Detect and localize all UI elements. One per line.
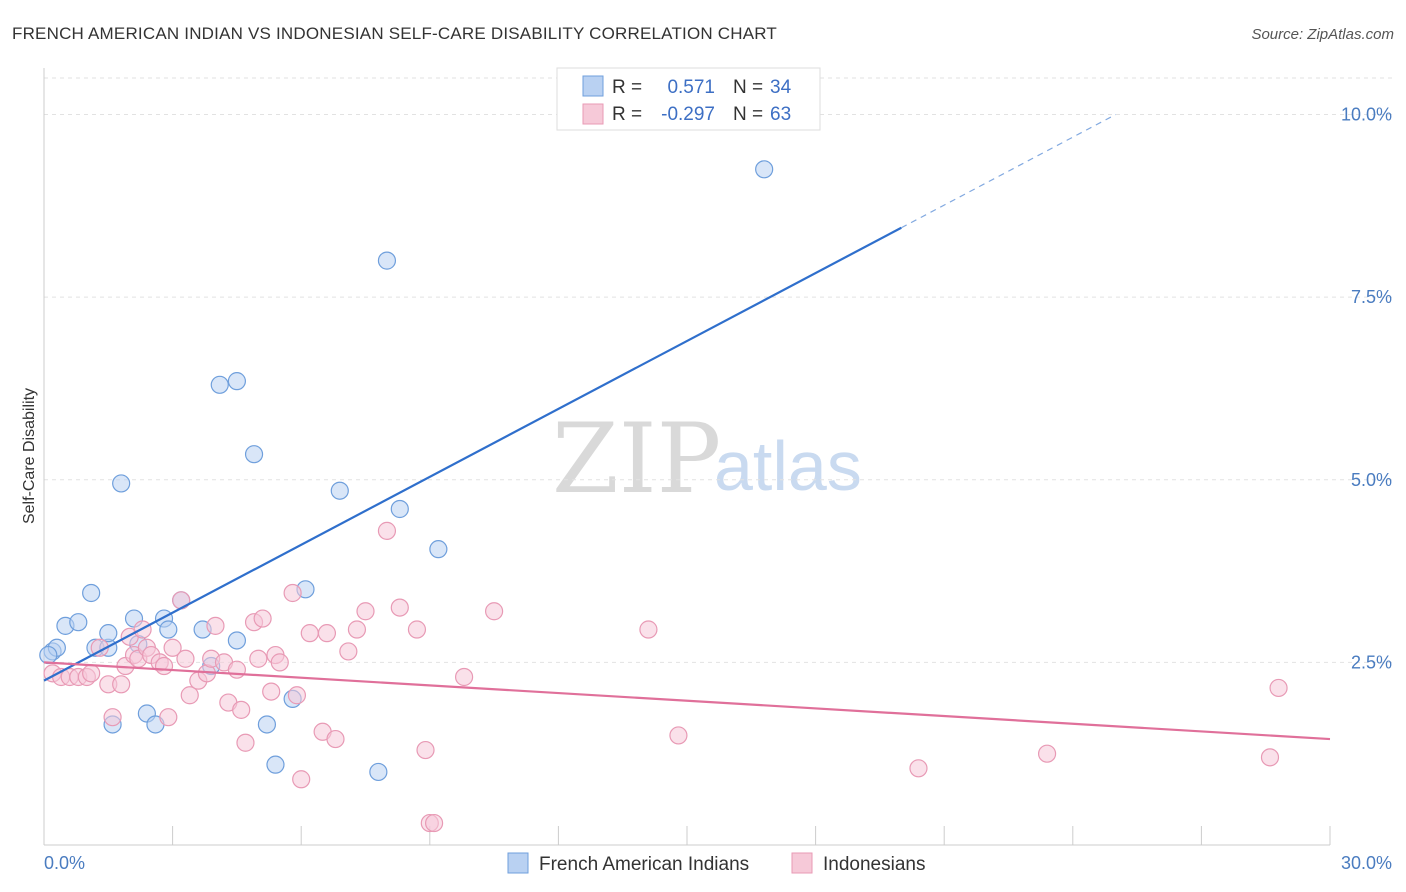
point-1-60 [1037,744,1057,763]
point-0-19 [210,375,229,394]
legend-n-label-1: N = [733,77,763,98]
x-tick-label-max: 30.0% [1341,853,1392,873]
point-1-38 [270,653,289,672]
y-axis-label: Self-Care Disability [21,388,38,524]
legend-n-value-1: 34 [770,77,792,98]
point-1-19 [159,708,178,727]
point-1-44 [317,624,337,643]
legend-r-label-1: R = [612,77,642,98]
point-0-7 [99,624,118,643]
legend-swatch-french-american-indians [582,75,604,97]
x-tick-label-min: 0.0% [44,853,85,873]
point-0-28 [369,762,388,782]
point-1-56 [485,602,504,621]
point-1-62 [1269,678,1288,698]
watermark-zip: ZIP [552,403,721,515]
point-1-8 [103,708,122,727]
legend-n-label-2: N = [733,104,763,125]
point-1-58 [669,726,688,745]
point-1-32 [236,733,255,752]
legend-r-value-2: -0.297 [661,104,715,125]
point-1-9 [112,675,131,694]
point-0-15 [159,620,178,639]
legend-n-value-2: 63 [770,104,791,125]
series-indonesians-points [43,521,1288,833]
point-0-30 [390,499,409,519]
legend-r-label-2: R = [612,104,642,125]
legend-bottom-swatch-french-american-indians [507,852,529,874]
trend-line-1 [43,661,1331,741]
legend-r-value-1: 0.571 [667,77,715,98]
point-1-22 [176,649,195,668]
point-1-55 [454,667,474,687]
point-1-50 [390,598,409,617]
point-0-33 [39,645,58,665]
point-0-23 [257,715,277,734]
point-1-45 [326,729,345,749]
legend-bottom-label-french-american-indians: French American Indians [539,854,749,875]
legend-bottom-label-indonesians: Indonesians [823,854,925,875]
point-0-32 [755,160,774,179]
point-1-23 [180,686,199,705]
point-1-46 [339,642,358,661]
point-0-31 [429,540,448,559]
point-1-48 [356,602,375,621]
legend-series: French American Indians Indonesians [507,852,925,875]
point-1-27 [206,616,225,635]
point-1-35 [253,609,272,628]
chart-source: Source: ZipAtlas.com [1251,26,1394,43]
point-1-42 [300,624,319,643]
y-tick-label-0: 2.5% [1351,652,1392,672]
y-tick-label-2: 7.5% [1351,287,1392,307]
point-1-39 [283,583,302,603]
point-1-49 [377,521,397,540]
point-1-40 [287,686,307,705]
watermark-atlas: atlas [714,427,862,505]
point-1-52 [416,740,435,760]
point-0-29 [377,251,397,270]
legend-swatch-indonesians [582,103,604,125]
point-1-47 [347,620,367,639]
point-1-20 [163,638,182,657]
point-1-57 [639,620,658,639]
point-1-51 [407,620,427,639]
point-0-20 [227,372,246,391]
trend-line-extension-0 [901,113,1116,229]
point-1-30 [227,660,246,679]
point-1-5 [82,664,101,683]
point-0-21 [227,631,246,650]
point-1-18 [154,656,174,676]
point-0-3 [69,613,88,632]
watermark: ZIP atlas [552,403,862,515]
point-1-34 [249,649,268,668]
point-1-36 [262,682,281,701]
point-0-24 [266,755,285,774]
point-1-31 [232,700,251,719]
point-1-41 [292,770,311,789]
point-0-22 [244,445,264,464]
y-tick-label-1: 5.0% [1351,470,1392,490]
x-axis-ticks [43,826,1331,845]
chart-title: FRENCH AMERICAN INDIAN VS INDONESIAN SEL… [12,24,777,43]
point-1-59 [909,759,928,778]
point-0-9 [112,474,131,493]
trend-line-0 [43,226,902,682]
legend-stats: R = 0.571 N = 34 R = -0.297 N = 63 [556,67,821,131]
legend-bottom-swatch-indonesians [791,852,813,874]
point-0-27 [330,481,349,500]
point-1-61 [1260,748,1280,767]
trend-lines [43,113,1331,741]
point-0-4 [82,583,101,603]
y-tick-label-3: 10.0% [1341,105,1392,125]
point-1-54 [424,813,444,833]
y-tick-labels: 2.5% 5.0% 7.5% 10.0% [1341,105,1392,673]
